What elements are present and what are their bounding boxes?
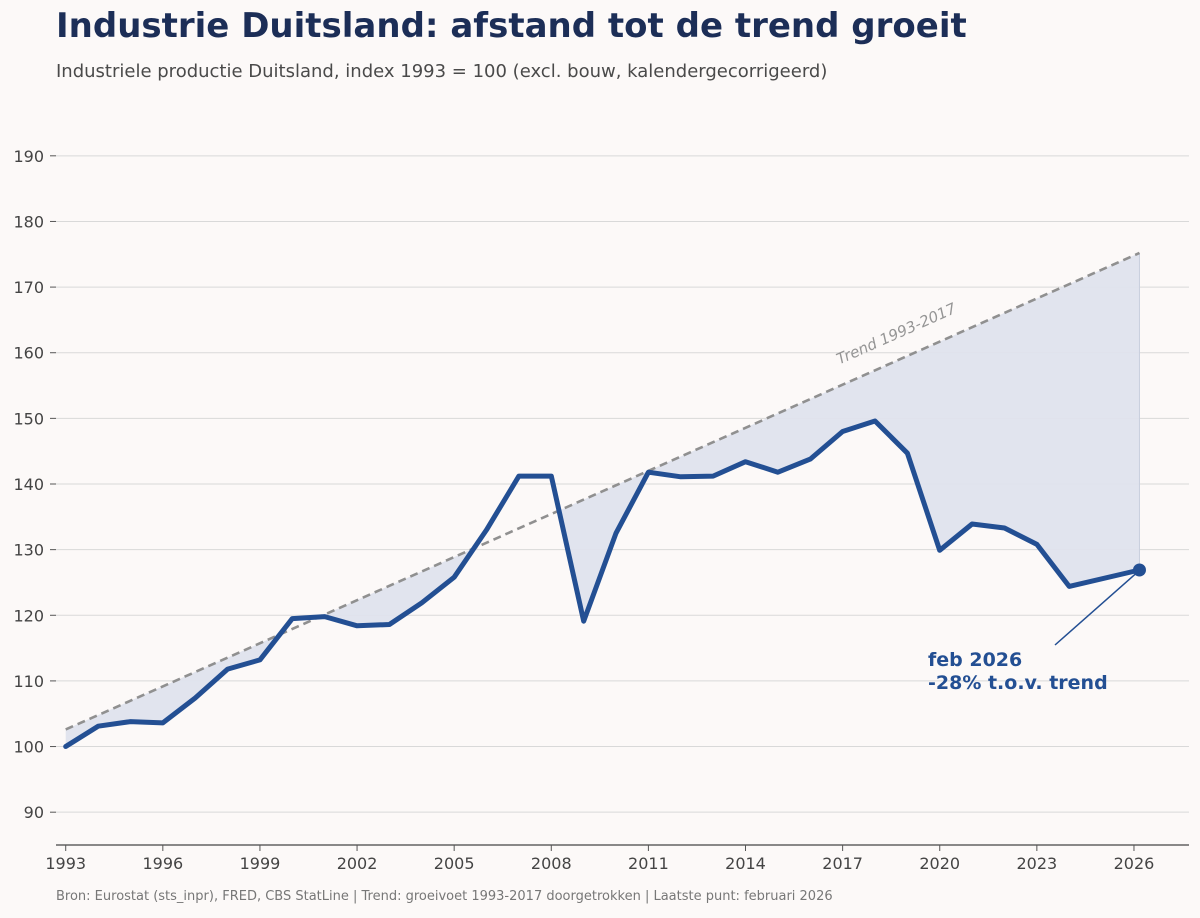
y-tick-label: 90 — [24, 803, 44, 822]
x-tick-label: 2011 — [628, 854, 669, 873]
trend-series — [65, 251, 1140, 731]
x-tick-label: 1996 — [142, 854, 183, 873]
gap-area — [65, 634, 280, 747]
trend-line — [65, 251, 1140, 731]
gap-area — [319, 548, 474, 626]
x-tick-label: 2017 — [822, 854, 863, 873]
x-tick-label: 2005 — [434, 854, 475, 873]
callout-line — [1054, 573, 1136, 646]
callout-gap: -28% t.o.v. trend — [928, 672, 1108, 694]
y-tick-label: 100 — [13, 738, 44, 757]
x-tick-label: 2014 — [725, 854, 766, 873]
y-tick-label: 150 — [13, 409, 44, 428]
y-tick-label: 190 — [13, 147, 44, 166]
y-tick-label: 110 — [13, 672, 44, 691]
x-tick-label: 2008 — [531, 854, 572, 873]
gap-area — [558, 252, 1140, 622]
y-tick-label: 130 — [13, 541, 44, 560]
chart-subtitle: Industriele productie Duitsland, index 1… — [56, 61, 828, 82]
x-tick-label: 2020 — [919, 854, 960, 873]
source-footer: Bron: Eurostat (sts_inpr), FRED, CBS Sta… — [56, 889, 833, 904]
x-tick-label: 1993 — [45, 854, 86, 873]
chart-title: Industrie Duitsland: afstand tot de tren… — [56, 6, 967, 46]
y-tick-label: 120 — [13, 606, 44, 625]
production-series — [63, 418, 1146, 749]
x-tick-label: 2023 — [1016, 854, 1057, 873]
x-tick-label: 1999 — [240, 854, 281, 873]
y-tick-label: 180 — [13, 212, 44, 231]
gap-shading — [65, 252, 1140, 747]
last-point-marker — [1132, 563, 1146, 577]
y-tick-label: 170 — [13, 278, 44, 297]
y-tick-label: 140 — [13, 475, 44, 494]
x-tick-label: 2002 — [337, 854, 378, 873]
series-line — [63, 418, 1142, 749]
axes: 90 100 110 120 130 140 150 160 170 180 190 1993 1996… — [13, 147, 1189, 873]
callout-date: feb 2026 — [928, 649, 1022, 671]
x-tick-label: 2026 — [1114, 854, 1155, 873]
y-tick-label: 160 — [13, 344, 44, 363]
